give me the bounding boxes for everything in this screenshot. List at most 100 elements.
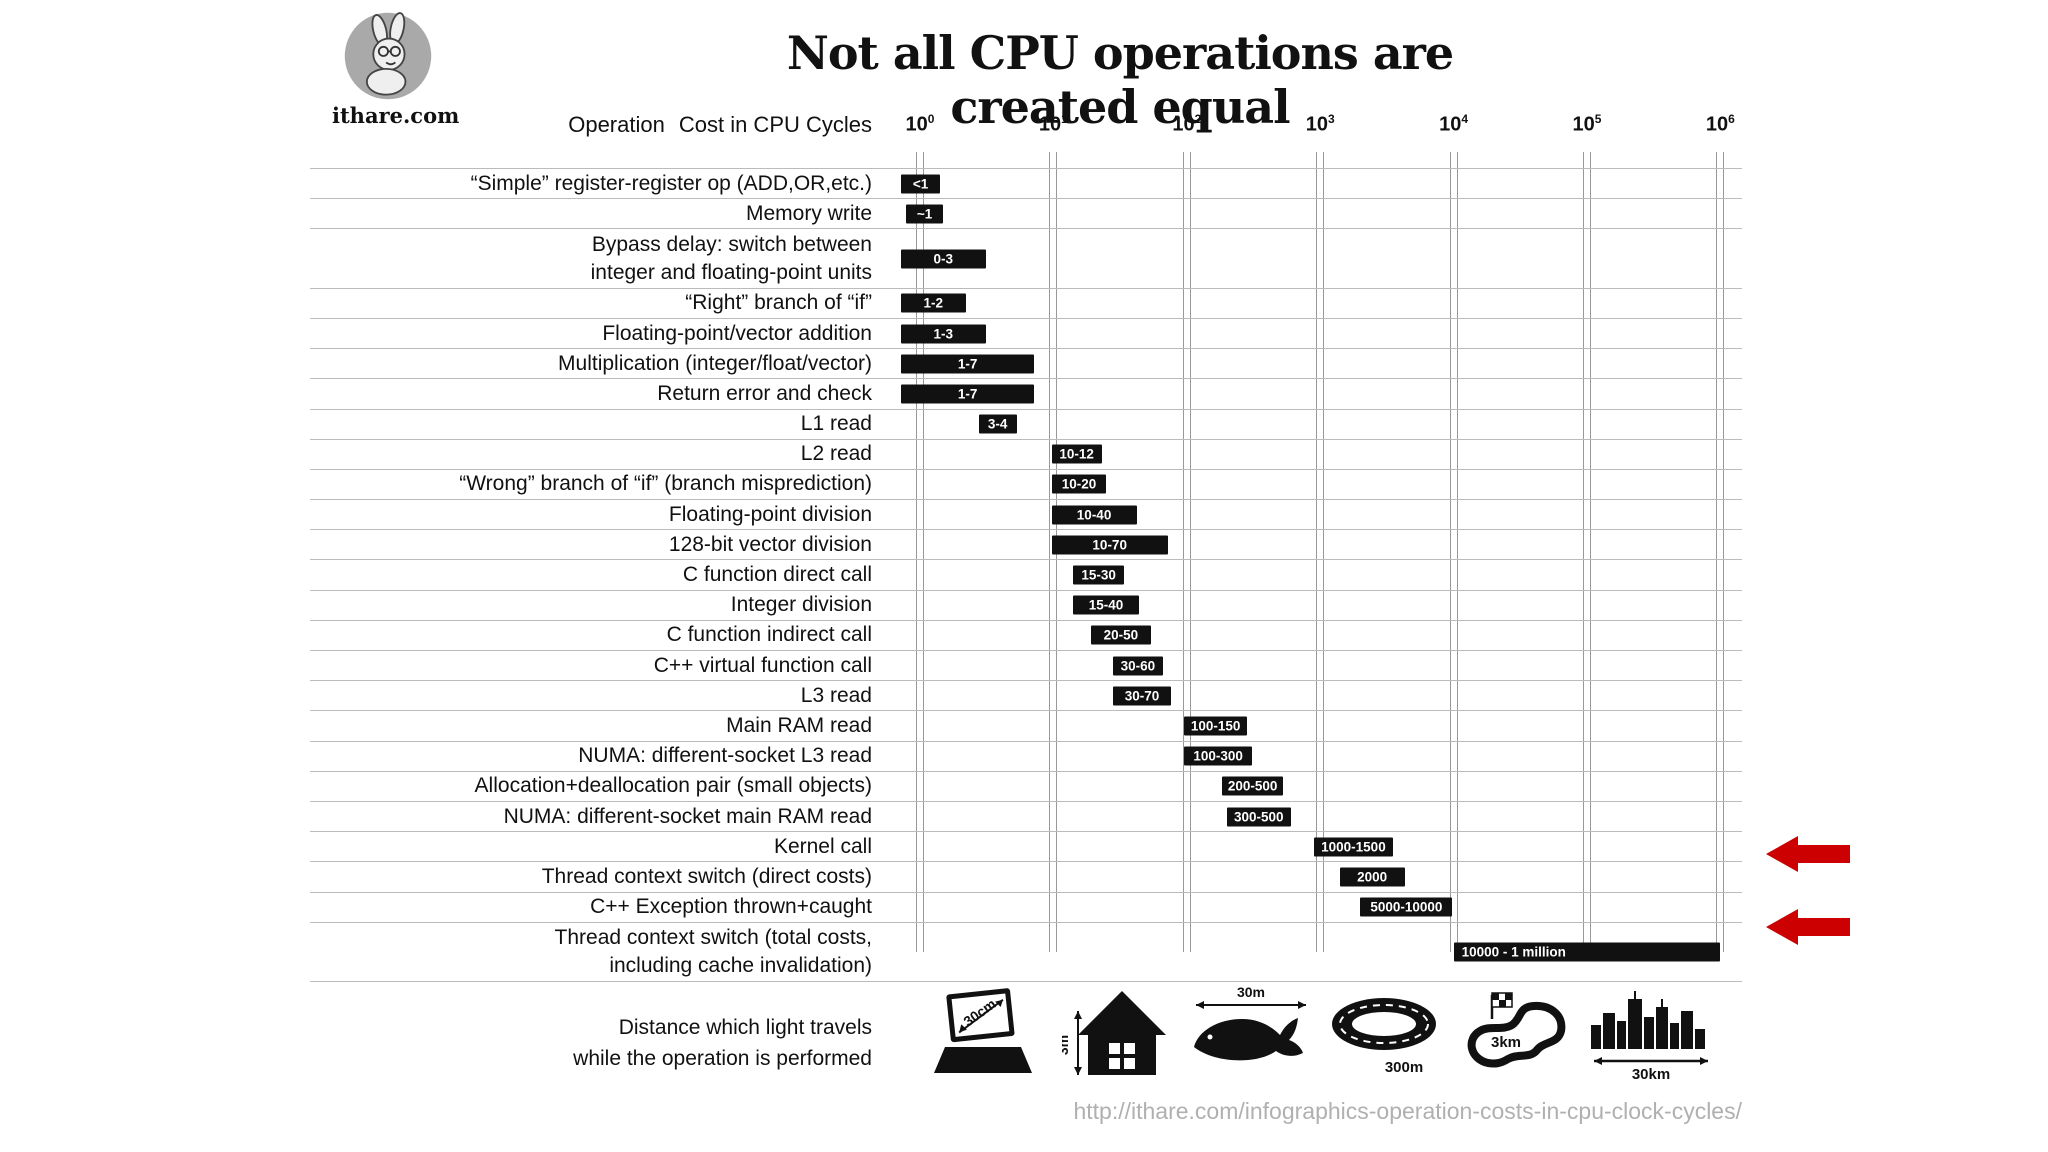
chart-row: Thread context switch (direct costs) 2000 [310, 861, 1742, 891]
operation-label: Bypass delay: switch between integer and … [590, 232, 872, 284]
operation-label: C++ Exception thrown+caught [590, 895, 872, 919]
cost-value: 1000-1500 [1321, 839, 1386, 855]
red-arrow-head [1766, 836, 1798, 873]
axis-tick: 106 [1705, 112, 1735, 136]
chart-row: Return error and check 1-7 [310, 378, 1742, 408]
cost-bar: 20-50 [1090, 625, 1152, 645]
cost-bar: 15-40 [1072, 595, 1140, 615]
red-arrow [1766, 909, 1850, 946]
cost-value: 1-7 [957, 386, 978, 402]
operation-label: Memory write [745, 201, 872, 225]
rabbit-logo-icon [344, 12, 432, 100]
axis-tick: 104 [1439, 112, 1469, 136]
cost-value: 300-500 [1234, 809, 1284, 825]
red-arrow-shaft [1796, 918, 1850, 937]
operation-label: Thread context switch (total costs, inclu… [554, 925, 872, 977]
chart-row: Integer division 15-40 [310, 589, 1742, 620]
cost-value: 30-70 [1124, 688, 1160, 704]
operation-label: NUMA: different-socket L3 read [578, 744, 872, 768]
chart-row: “Simple” register-register op (ADD,OR,et… [310, 168, 1742, 198]
operation-label: C function direct call [682, 563, 872, 587]
stadium-icon: 300m [1319, 972, 1449, 1097]
header-operation: Operation [568, 112, 665, 137]
cost-bar: 1-3 [900, 324, 986, 344]
chart-rows: “Simple” register-register op (ADD,OR,et… [310, 168, 1742, 983]
cost-bar: 15-30 [1072, 565, 1125, 585]
cost-bar: 30-60 [1113, 656, 1163, 676]
operation-label: C function indirect call [666, 623, 872, 647]
cost-value: 10-20 [1061, 476, 1097, 492]
cost-value: <1 [912, 176, 929, 192]
gridline [1716, 152, 1725, 952]
racetrack-distance: 3km [1491, 1034, 1521, 1051]
cost-bar: 100-150 [1183, 716, 1248, 736]
cost-bar: 1-2 [900, 293, 966, 313]
chart-row: Allocation+deallocation pair (small obje… [310, 770, 1742, 801]
operation-label: “Right” branch of “if” [685, 291, 872, 315]
red-arrow [1766, 836, 1850, 873]
cost-bar: 5000-10000 [1360, 897, 1453, 917]
cost-value: 10-70 [1092, 537, 1127, 553]
operation-label: L3 read [800, 683, 872, 707]
chart-row: C++ Exception thrown+caught 5000-10000 [310, 891, 1742, 922]
chart-row: Floating-point division 10-40 [310, 499, 1742, 529]
chart-header: Operation Cost in CPU Cycles [310, 112, 872, 138]
legend-caption: Distance which light travels while the o… [310, 1012, 872, 1074]
city-distance: 30km [1632, 1066, 1670, 1082]
chart-row: Kernel call 1000-1500 [310, 831, 1742, 861]
cost-bar: 0-3 [900, 249, 986, 269]
cost-value: 1-3 [933, 326, 953, 342]
house-distance: 3m [1062, 1034, 1071, 1054]
gridline [1449, 152, 1458, 952]
chart-row: NUMA: different-socket main RAM read 300-… [310, 800, 1742, 831]
cost-bar: 1-7 [900, 384, 1035, 404]
operation-label: L1 read [800, 412, 872, 436]
operation-label: Floating-point division [668, 502, 872, 526]
gridline [1583, 152, 1591, 952]
chart-row: “Right” branch of “if” 1-2 [310, 287, 1742, 318]
operation-label: Return error and check [657, 381, 872, 405]
operation-label: L2 read [800, 442, 872, 466]
gridline [1182, 152, 1191, 952]
cost-value: 30-60 [1120, 658, 1156, 674]
logo: ithare.com [332, 10, 459, 128]
cost-bar: 100-300 [1183, 746, 1253, 766]
operation-label: Integer division [730, 593, 872, 617]
chart-row: Bypass delay: switch between integer and … [310, 228, 1742, 287]
cost-value: ~1 [916, 206, 933, 222]
laptop-icon: 30cm [918, 972, 1048, 1097]
cost-bar: ~1 [905, 204, 944, 224]
cost-bar: 10000 - 1 million [1453, 942, 1721, 962]
chart-row: C function indirect call 20-50 [310, 619, 1742, 650]
cost-value: 10000 - 1 million [1461, 944, 1566, 960]
cost-bar: 10-40 [1051, 505, 1137, 525]
cost-value: 10-40 [1076, 507, 1112, 523]
whale-distance: 30m [1237, 985, 1265, 1000]
header-cost: Cost in CPU Cycles [678, 112, 872, 137]
operation-label: Floating-point/vector addition [602, 321, 872, 345]
red-arrow-head [1766, 909, 1798, 946]
chart-row: L3 read 30-70 [310, 680, 1742, 710]
cost-value: 2000 [1357, 869, 1388, 885]
cost-value: 5000-10000 [1370, 899, 1443, 915]
operation-label: C++ virtual function call [653, 653, 872, 677]
footer-url: http://ithare.com/infographics-operation… [1073, 1098, 1742, 1124]
axis-tick: 105 [1572, 112, 1602, 136]
gridline [916, 152, 924, 952]
house-icon: 3m [1052, 972, 1182, 1097]
operation-label: Main RAM read [726, 713, 872, 737]
axis-tick: 103 [1305, 112, 1335, 136]
cost-value: 200-500 [1227, 778, 1278, 794]
cost-value: 15-30 [1081, 567, 1116, 583]
cost-bar: 10-70 [1051, 535, 1168, 555]
chart-row: “Wrong” branch of “if” (branch mispredic… [310, 468, 1742, 499]
operation-label: NUMA: different-socket main RAM read [503, 804, 872, 828]
gridline [1316, 152, 1325, 952]
chart-row: L1 read 3-4 [310, 408, 1742, 439]
cost-value: 10-12 [1059, 446, 1094, 462]
cost-bar: 200-500 [1222, 776, 1283, 796]
chart-row: C++ virtual function call 30-60 [310, 650, 1742, 680]
operation-label: Thread context switch (direct costs) [541, 864, 872, 888]
cost-bar: 3-4 [978, 414, 1017, 434]
